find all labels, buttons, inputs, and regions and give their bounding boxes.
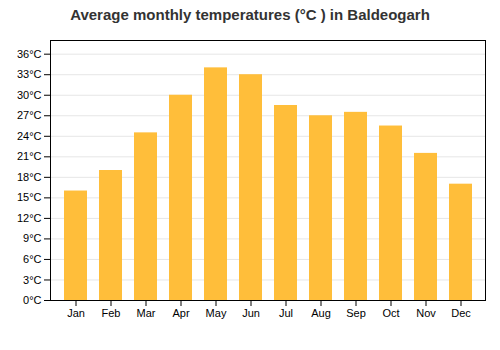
- svg-text:6°C: 6°C: [23, 253, 42, 265]
- svg-text:9°C: 9°C: [23, 232, 42, 244]
- svg-text:Mar: Mar: [137, 307, 156, 319]
- svg-text:Sep: Sep: [346, 307, 366, 319]
- svg-text:Nov: Nov: [416, 307, 436, 319]
- svg-text:3°C: 3°C: [23, 273, 42, 285]
- svg-text:30°C: 30°C: [17, 89, 42, 101]
- svg-text:36°C: 36°C: [17, 48, 42, 60]
- svg-text:Oct: Oct: [382, 307, 399, 319]
- svg-text:27°C: 27°C: [17, 109, 42, 121]
- svg-text:Feb: Feb: [102, 307, 121, 319]
- svg-text:18°C: 18°C: [17, 171, 42, 183]
- html-text:Average monthly temperatures (: Average monthly temperatures (°C ) in Ba…: [70, 6, 430, 23]
- svg-text:12°C: 12°C: [17, 212, 42, 224]
- svg-text:15°C: 15°C: [17, 191, 42, 203]
- svg-text:Jun: Jun: [242, 307, 260, 319]
- svg-text:Aug: Aug: [311, 307, 331, 319]
- svg-text:21°C: 21°C: [17, 150, 42, 162]
- svg-text:0°C: 0°C: [23, 294, 42, 306]
- svg-text:Jul: Jul: [279, 307, 293, 319]
- svg-text:Jan: Jan: [67, 307, 85, 319]
- svg-text:33°C: 33°C: [17, 68, 42, 80]
- svg-text:Dec: Dec: [451, 307, 471, 319]
- svg-text:May: May: [206, 307, 227, 319]
- svg-text:24°C: 24°C: [17, 130, 42, 142]
- svg-text:Apr: Apr: [172, 307, 189, 319]
